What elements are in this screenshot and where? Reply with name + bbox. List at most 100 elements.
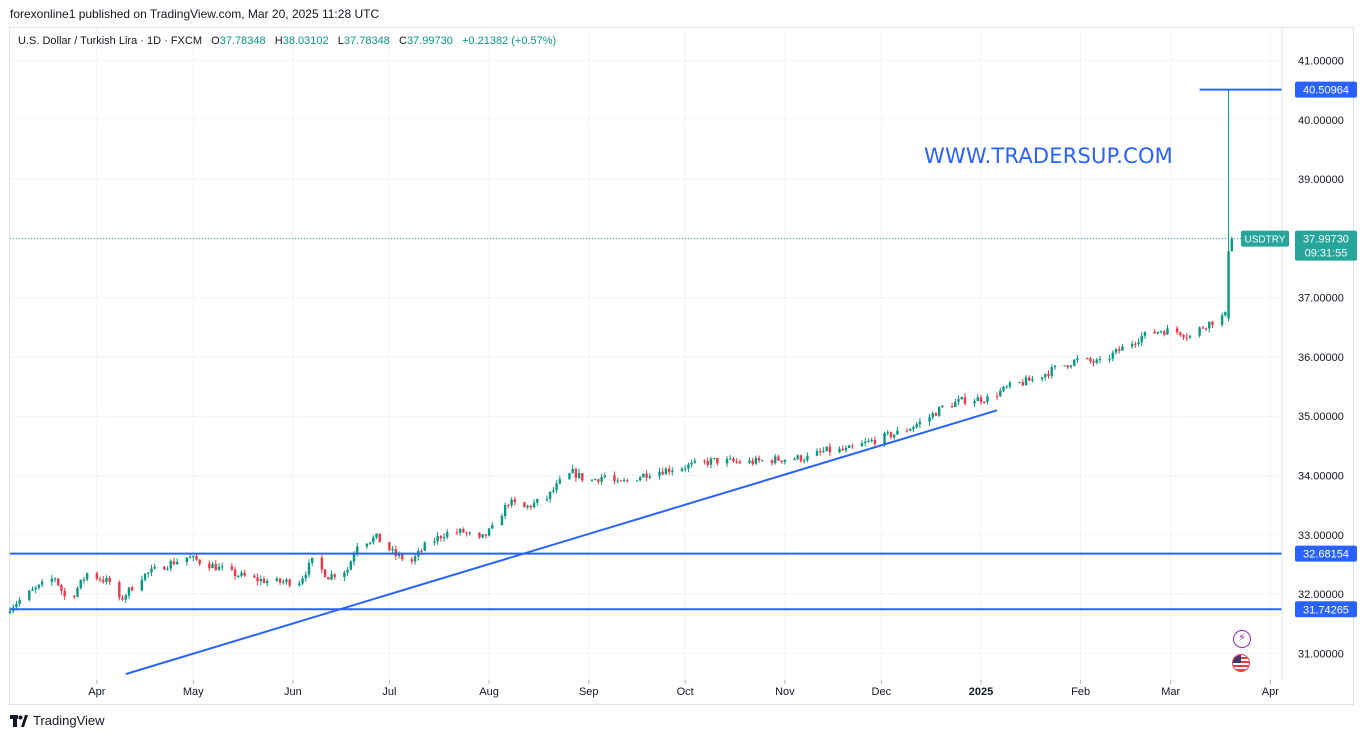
candle-body xyxy=(288,579,291,586)
candle-body xyxy=(1198,327,1201,336)
candle-body xyxy=(50,578,53,582)
candle-body xyxy=(1140,335,1143,343)
candle-body xyxy=(85,573,89,580)
candle-body xyxy=(304,574,307,579)
candle-body xyxy=(1076,358,1079,360)
candle-body xyxy=(95,573,99,579)
candle-body xyxy=(1134,343,1137,345)
candle-body xyxy=(523,502,526,508)
candle-body xyxy=(266,580,269,583)
candle-body xyxy=(915,424,918,428)
candle-body xyxy=(819,451,822,453)
candle-body xyxy=(748,460,751,464)
candle-body xyxy=(802,460,806,462)
candle-body xyxy=(664,468,668,475)
candle-body xyxy=(140,579,144,591)
x-tick-label: Dec xyxy=(872,686,892,698)
candle-body xyxy=(999,390,1002,397)
candle-body xyxy=(298,583,301,586)
candle-body xyxy=(1230,238,1233,252)
candle-body xyxy=(571,468,574,474)
x-tick-label: Apr xyxy=(1262,686,1279,698)
candle-body xyxy=(973,400,976,404)
candle-body xyxy=(211,563,214,569)
candle-body xyxy=(320,557,324,570)
grid-layer xyxy=(10,28,1280,680)
candle-body xyxy=(796,455,799,460)
candle-body xyxy=(484,534,488,536)
candle-body xyxy=(375,533,378,538)
candle-body xyxy=(716,457,719,464)
candle-body xyxy=(593,479,597,481)
candle-body xyxy=(401,554,404,560)
candle-body xyxy=(423,542,426,551)
candle-body xyxy=(635,480,639,482)
candle-body xyxy=(1028,377,1031,381)
candle-body xyxy=(934,413,938,416)
drawing-layer xyxy=(10,88,1282,676)
candle-body xyxy=(1092,361,1095,363)
x-tick-label: Jun xyxy=(284,686,302,698)
watermark-text: WWW.TRADERSUP.COM xyxy=(924,144,1174,168)
candle-body xyxy=(1073,359,1076,366)
last-price-value: 37.99730 xyxy=(1303,234,1349,246)
candle-body xyxy=(143,573,147,580)
candle-body xyxy=(558,479,561,484)
candle-body xyxy=(1040,377,1044,380)
candle-body xyxy=(555,483,558,491)
candle-body xyxy=(410,559,414,562)
flash-icon[interactable]: ⚡ xyxy=(1233,630,1251,648)
ohlc-legend: U.S. Dollar / Turkish Lira · 1D · FXCM O… xyxy=(18,35,556,47)
candle-body xyxy=(1044,373,1047,378)
candle-body xyxy=(391,549,394,551)
candle-body xyxy=(356,546,359,555)
candle-body xyxy=(458,529,462,533)
candle-body xyxy=(330,574,333,580)
us-flag-icon[interactable] xyxy=(1232,654,1250,672)
candle-body xyxy=(169,561,172,569)
candle-body xyxy=(153,566,156,569)
candle-body xyxy=(130,587,134,591)
candle-body xyxy=(446,532,449,537)
candle-body xyxy=(860,443,864,447)
candle-body xyxy=(844,448,848,451)
candle-body xyxy=(590,479,594,481)
candle-body xyxy=(1143,331,1147,336)
candle-body xyxy=(1208,321,1211,329)
candle-body xyxy=(780,460,783,462)
candle-body xyxy=(188,557,192,559)
candle-body xyxy=(1179,332,1182,336)
candle-body xyxy=(311,557,314,563)
low-value: 37.78348 xyxy=(343,35,390,47)
candle-body xyxy=(1159,331,1163,333)
footer-brand[interactable]: TradingView xyxy=(10,713,105,728)
candle-body xyxy=(1227,251,1230,319)
candle-body xyxy=(526,505,529,508)
candle-body xyxy=(568,473,571,480)
candle-body xyxy=(529,505,533,508)
candle-body xyxy=(1211,321,1214,325)
candle-body xyxy=(783,459,787,462)
candle-body xyxy=(995,396,999,398)
candle-body xyxy=(1047,373,1050,376)
candle-body xyxy=(986,396,989,403)
candle-body xyxy=(343,572,346,577)
candle-body xyxy=(892,434,896,438)
candle-body xyxy=(118,582,121,598)
candle-body xyxy=(761,460,764,462)
candle-body xyxy=(455,532,459,534)
candle-body xyxy=(1201,327,1205,329)
x-tick-label: 2025 xyxy=(969,686,993,698)
candle-body xyxy=(799,455,803,462)
candle-body xyxy=(500,516,504,526)
candle-body xyxy=(912,427,915,430)
candle-body xyxy=(323,569,327,578)
horizontal-line-tag xyxy=(1295,81,1357,98)
candle-body xyxy=(214,563,217,571)
trendline xyxy=(125,409,998,676)
high-value: 38.03102 xyxy=(282,35,329,47)
candle-body xyxy=(851,445,854,447)
candle-body xyxy=(841,448,844,451)
candle-body xyxy=(815,451,819,456)
